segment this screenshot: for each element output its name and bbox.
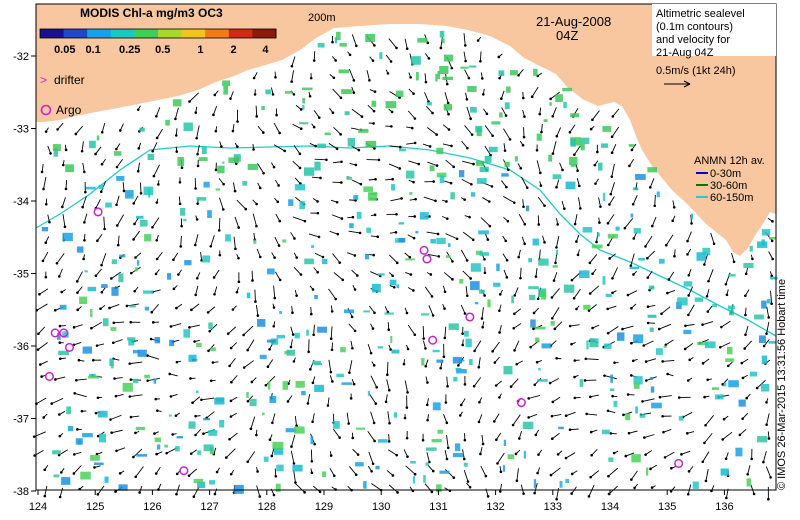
y-tick-label: -36: [13, 341, 29, 353]
argo-float-marker: [422, 254, 432, 264]
argo-float-marker: [428, 335, 438, 345]
argo-float-marker: [419, 245, 429, 255]
x-tick-label: 130: [372, 501, 390, 513]
y-tick-label: -37: [13, 414, 29, 426]
drifter-legend-label: drifter: [54, 73, 85, 87]
colorbar-swatch: [158, 29, 183, 38]
colorbar-swatch: [252, 29, 277, 38]
argo-legend-label: Argo: [56, 103, 82, 117]
argo-float-marker: [93, 207, 103, 217]
y-tick-label: -38: [13, 486, 29, 498]
colorbar-tick-label: 0.5: [155, 44, 170, 56]
colorbar-frame: [39, 28, 277, 39]
altimetry-line-4: 21-Aug 04Z: [656, 47, 714, 59]
x-tick-label: 135: [658, 501, 676, 513]
plot-frame: [35, 3, 777, 491]
argo-float-marker: [50, 328, 60, 338]
y-tick-label: -33: [13, 124, 29, 136]
x-tick-label: 126: [143, 501, 161, 513]
y-tick-label: -32: [13, 51, 29, 63]
x-axis: 124 125 126 127 128 129 130 131 132 133 134 135 136: [29, 490, 734, 513]
colorbar-swatch: [181, 29, 206, 38]
colorbar-swatch: [228, 29, 253, 38]
anmn-item-label: 60-150m: [710, 192, 753, 204]
argo-float-marker: [516, 398, 526, 408]
y-tick-label: -34: [13, 196, 29, 208]
x-tick-label: 124: [29, 501, 47, 513]
x-tick-label: 131: [429, 501, 447, 513]
scale-arrow-icon: [664, 80, 691, 88]
argo-icon: [40, 104, 52, 116]
altimetry-line-3: and velocity for: [656, 34, 730, 46]
x-tick-label: 132: [486, 501, 504, 513]
contour-line: [35, 145, 777, 337]
argo-float-marker: [44, 371, 54, 382]
colorbar-swatch: [110, 29, 135, 38]
colorbar-tick-label: 4: [262, 44, 269, 56]
colorbar: [39, 28, 277, 39]
colorbar-tick-label: 0.05: [54, 44, 75, 56]
x-tick-label: 127: [200, 501, 218, 513]
argo-float-marker: [64, 342, 75, 353]
altimetry-line-2: (0.1m contours): [656, 21, 733, 33]
drifter-icon: >: [40, 73, 47, 87]
x-tick-label: 125: [86, 501, 104, 513]
colorbar-swatch: [40, 29, 65, 38]
x-tick-label: 136: [715, 501, 733, 513]
x-tick-label: 128: [258, 501, 276, 513]
x-tick-label: 134: [601, 501, 619, 513]
colorbar-swatch: [87, 29, 112, 38]
colorbar-tick-label: 1: [197, 44, 203, 56]
anmn-title: ANMN 12h av.: [694, 155, 765, 167]
y-axis: -32 -33 -34 -35 -36 -37 -38: [13, 51, 36, 498]
map-date: 21-Aug-2008: [536, 14, 611, 29]
credit-text: © IMOS 26-Mar-2015 13:31:56 Hobart time: [776, 278, 788, 490]
land-mass: [36, 4, 776, 256]
colorbar-ticks: 0.05 0.1 0.25 0.5 1 2 4: [54, 44, 269, 56]
x-tick-label: 133: [544, 501, 562, 513]
y-tick-label: -35: [13, 269, 29, 281]
anmn-item-label: 30-60m: [710, 180, 747, 192]
altimetry-note-box: [652, 4, 776, 56]
anmn-item-label: 0-30m: [710, 168, 741, 180]
argo-markers: [44, 207, 684, 476]
argo-float-marker: [179, 466, 189, 476]
argo-float-marker: [674, 458, 684, 469]
colorbar-tick-label: 2: [230, 44, 236, 56]
chlorophyll-patches: [41, 30, 778, 494]
argo-float-marker: [59, 328, 69, 338]
map-time: 04Z: [556, 28, 578, 43]
altimetry-line-5: 0.5m/s (1kt 24h): [656, 65, 735, 77]
colorbar-tick-label: 0.1: [85, 44, 100, 56]
x-tick-label: 129: [315, 501, 333, 513]
argo-float-marker: [465, 312, 475, 322]
contour-label: 200m: [308, 12, 336, 24]
colorbar-swatch: [205, 29, 230, 38]
colorbar-swatch: [134, 29, 159, 38]
colorbar-swatch: [63, 29, 88, 38]
colorbar-title: MODIS Chl-a mg/m3 OC3: [80, 6, 223, 20]
colorbar-tick-label: 0.25: [119, 44, 140, 56]
altimetry-line-1: Altimetric sealevel: [656, 8, 745, 20]
